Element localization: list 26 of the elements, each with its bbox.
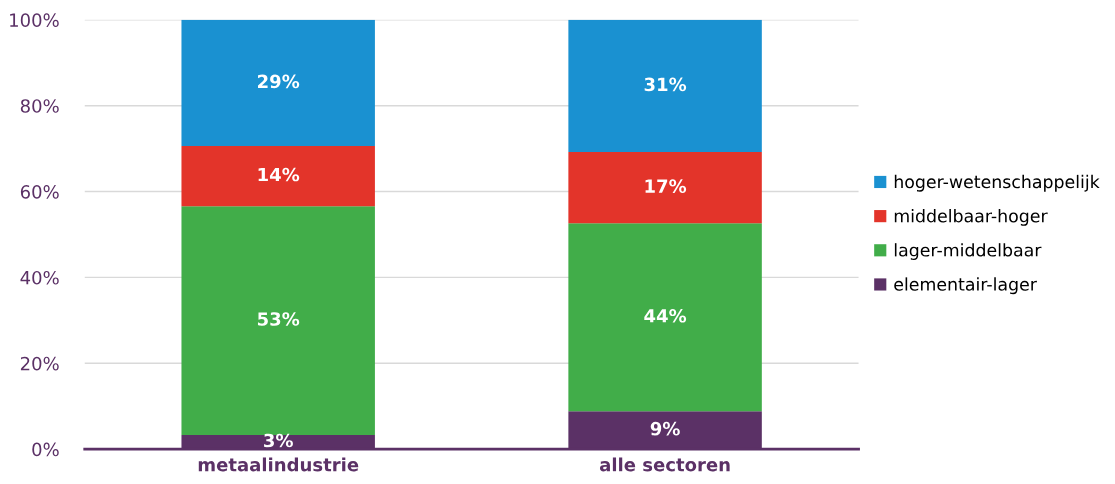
y-tick-label: 60%: [20, 185, 59, 199]
bar: [568, 223, 762, 412]
y-tick-label: 40%: [20, 270, 59, 285]
data-label: 3%: [264, 433, 293, 448]
y-tick-label: 0%: [32, 442, 59, 457]
legend-label: elementair-lager: [894, 277, 1037, 295]
bar: [181, 206, 375, 435]
bar: [568, 152, 762, 224]
legend-label: lager-middelbaar: [894, 243, 1042, 260]
data-label: 17%: [645, 179, 687, 193]
data-label: 14%: [258, 167, 300, 182]
data-label: 44%: [644, 308, 687, 323]
legend-label: middelbaar-hoger: [894, 209, 1048, 226]
bar: [181, 146, 375, 207]
data-label: 9%: [650, 421, 680, 436]
x-tick-label: metaalindustrie: [198, 457, 359, 472]
bar: [181, 19, 375, 147]
bar: [568, 19, 762, 153]
y-tick-label: 80%: [20, 99, 59, 113]
x-tick-label: alle sectoren: [599, 457, 730, 472]
y-tick-label: 20%: [20, 356, 59, 371]
legend-label: hoger-wetenschappelijk: [894, 174, 1100, 192]
y-tick-label: 100%: [10, 13, 59, 27]
data-label: 29%: [258, 74, 300, 89]
data-label: 31%: [644, 77, 687, 92]
data-label: 53%: [257, 312, 300, 326]
